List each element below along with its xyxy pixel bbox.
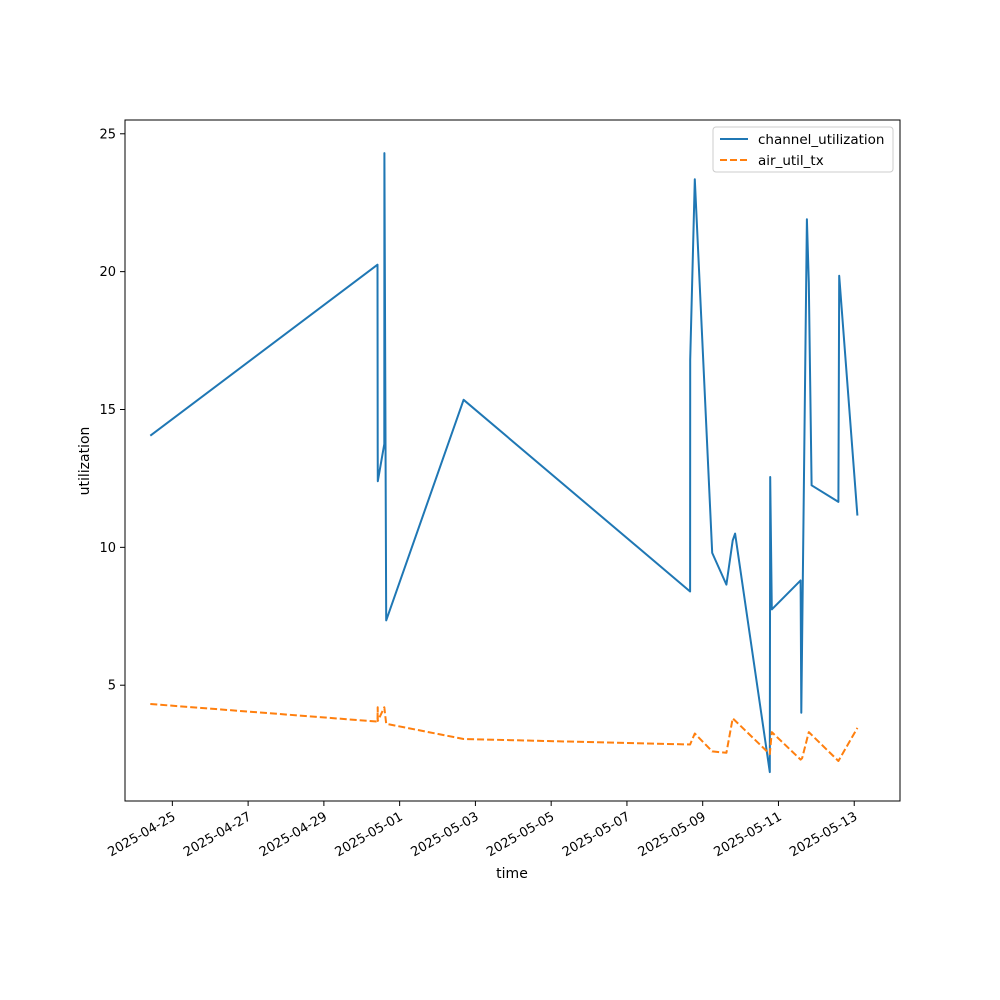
series-line-air-util-tx xyxy=(150,703,859,762)
legend-box xyxy=(712,126,894,173)
series-layer xyxy=(149,152,859,774)
y-tick-label: 15 xyxy=(99,403,116,418)
y-tick-label: 5 xyxy=(108,679,116,694)
plot-frame xyxy=(124,119,901,802)
legend-label-channel-utilization: channel_utilization xyxy=(758,132,885,148)
legend-label-air-util-tx: air_util_tx xyxy=(758,153,824,169)
series-line-channel-utilization xyxy=(149,152,859,774)
legend: channel_utilization air_util_tx xyxy=(712,126,894,173)
y-tick-label: 25 xyxy=(99,127,116,142)
y-axis: 5 10 15 20 25 xyxy=(99,127,125,694)
y-tick-label: 10 xyxy=(99,541,116,556)
y-tick-label: 20 xyxy=(99,265,116,280)
x-axis-title: time xyxy=(496,866,528,882)
y-axis-title: utilization xyxy=(77,427,93,496)
